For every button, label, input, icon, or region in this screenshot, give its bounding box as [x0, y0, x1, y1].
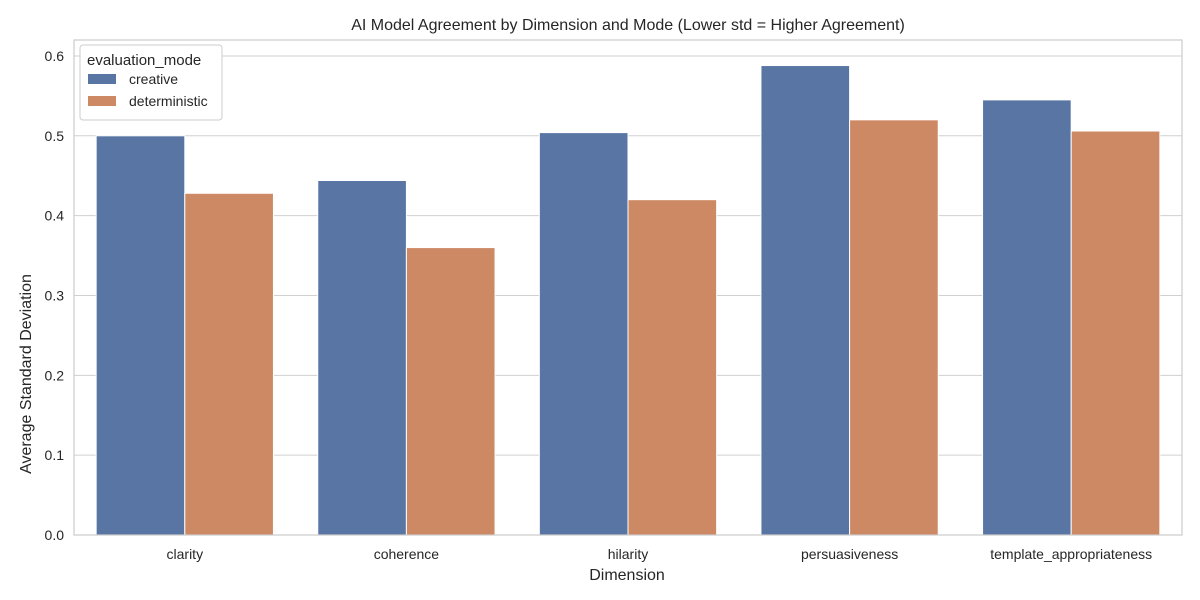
bar-deterministic-persuasiveness — [849, 119, 939, 536]
bars — [95, 65, 1161, 536]
legend-label-creative: creative — [129, 71, 178, 87]
y-tick-label: 0.2 — [45, 367, 65, 383]
legend-items: creative deterministic — [88, 71, 208, 109]
x-tick-label: hilarity — [608, 546, 648, 562]
plot-frame — [73, 39, 1183, 536]
x-tick-labels: clarity coherence hilarity persuasiveness te… — [167, 546, 1153, 562]
x-tick-label: persuasiveness — [801, 546, 898, 562]
y-axis-label: Average Standard Deviation — [18, 274, 35, 474]
y-tick-label: 0.5 — [45, 128, 65, 144]
y-tick-label: 0.3 — [45, 287, 65, 303]
legend: evaluation_mode creative deterministic — [79, 44, 223, 121]
legend-label-deterministic: deterministic — [129, 93, 208, 109]
bar-creative-hilarity — [538, 132, 629, 536]
y-tick-label: 0.0 — [45, 527, 65, 543]
bar-deterministic-clarity — [184, 192, 274, 536]
bar-deterministic-hilarity — [627, 199, 718, 536]
axes — [73, 39, 1183, 536]
bar-deterministic-template_appropriateness — [1070, 130, 1161, 536]
bar-deterministic-coherence — [405, 247, 496, 536]
legend-swatch-deterministic — [88, 96, 116, 106]
y-tick-label: 0.6 — [45, 48, 65, 64]
x-axis-label: Dimension — [589, 567, 665, 584]
y-tick-label: 0.4 — [45, 208, 65, 224]
bar-creative-persuasiveness — [760, 65, 851, 536]
x-tick-label: coherence — [374, 546, 440, 562]
legend-swatch-creative — [88, 74, 116, 84]
legend-title: evaluation_mode — [87, 52, 201, 69]
bar-creative-coherence — [317, 180, 407, 536]
bar-creative-clarity — [95, 135, 186, 536]
bar-creative-template_appropriateness — [982, 99, 1072, 536]
x-tick-label: template_appropriateness — [990, 546, 1152, 562]
y-tick-labels: 0.0 0.1 0.2 0.3 0.4 0.5 0.6 — [45, 48, 65, 543]
chart-title: AI Model Agreement by Dimension and Mode… — [351, 17, 905, 34]
y-tick-label: 0.1 — [45, 447, 65, 463]
x-tick-label: clarity — [167, 546, 204, 562]
